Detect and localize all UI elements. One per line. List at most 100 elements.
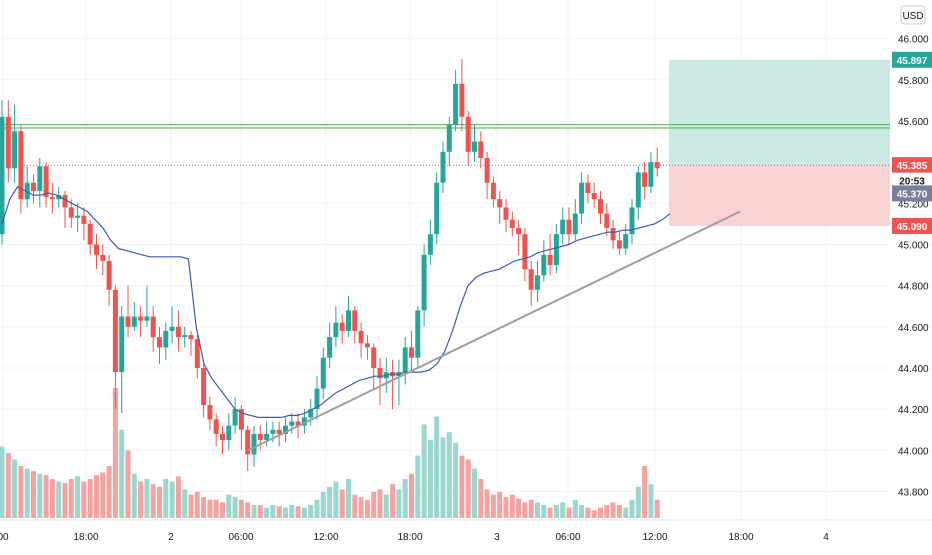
- candle-body: [169, 326, 175, 331]
- candle-body: [440, 151, 446, 183]
- candle-body: [572, 213, 578, 235]
- current-price-tag: 45.385: [897, 161, 928, 172]
- stop-zone: [669, 165, 890, 226]
- time-axis[interactable]: 00 18:00 2 06:00 12:00 18:00 3 06:00 12:00 18:00 4: [0, 519, 932, 550]
- volume-bar: [87, 479, 93, 518]
- volume-bar: [377, 489, 383, 518]
- trendline[interactable]: [247, 210, 741, 452]
- time-tick-label: 00: [0, 532, 9, 543]
- time-tick-label: 12:00: [642, 532, 667, 543]
- volume-bar: [585, 507, 591, 518]
- volume-bar: [169, 481, 175, 518]
- candle-body: [238, 409, 244, 430]
- price-tick-label: 45.000: [898, 240, 929, 251]
- candle-body: [314, 388, 320, 410]
- candle-body: [642, 172, 648, 187]
- time-tick-label: 18:00: [728, 532, 753, 543]
- volume-bar: [497, 492, 503, 518]
- candle-body: [106, 260, 112, 290]
- time-tick-label: 06:00: [555, 532, 580, 543]
- volume-bar: [257, 505, 263, 518]
- volume-bar: [446, 432, 452, 518]
- candle-body: [182, 335, 188, 338]
- candle-body: [31, 182, 36, 191]
- candle-body: [610, 228, 616, 241]
- candle-body: [295, 421, 301, 426]
- volume-bar: [270, 505, 276, 518]
- candle-body: [157, 337, 162, 348]
- time-tick-label: 4: [823, 532, 829, 543]
- candle-body: [503, 207, 509, 220]
- volume-bar: [604, 505, 610, 518]
- candle-body: [119, 316, 125, 373]
- volume-bar: [188, 494, 194, 518]
- target-zone: [669, 59, 890, 166]
- price-tick-label: 44.200: [898, 405, 929, 416]
- candle-body: [251, 433, 257, 455]
- candle-body: [75, 215, 81, 218]
- candle-body: [648, 162, 654, 187]
- volume-bar: [509, 494, 515, 518]
- candle-body: [333, 322, 339, 338]
- candle-body: [541, 254, 547, 276]
- candle-body: [446, 125, 452, 152]
- candle-body: [516, 228, 522, 235]
- volume-bar: [295, 506, 301, 518]
- candle-body: [87, 223, 93, 245]
- volume-bar: [333, 481, 339, 518]
- volume-bar: [220, 502, 225, 518]
- volume-bar: [56, 481, 62, 518]
- candle-body: [560, 219, 566, 235]
- price-axis[interactable]: 46.00045.80045.60045.40045.20045.00044.8…: [890, 0, 932, 550]
- time-tick-label: 06:00: [228, 532, 253, 543]
- time-tick-label: 18:00: [73, 532, 98, 543]
- volume-bar: [478, 479, 484, 518]
- candle-body: [528, 269, 534, 290]
- candle-body: [509, 219, 515, 228]
- volume-bar: [182, 489, 188, 518]
- volume-bar: [339, 489, 345, 518]
- candle-body: [270, 429, 276, 434]
- volume-bar: [232, 497, 238, 518]
- volume-bar: [18, 466, 24, 518]
- stop-price-tag: 45.090: [897, 222, 928, 233]
- candle-body: [402, 347, 408, 373]
- candle-body: [276, 429, 282, 434]
- candle-body: [220, 433, 225, 441]
- candle-body: [427, 234, 433, 255]
- candle-body: [125, 316, 131, 327]
- candle-body: [459, 83, 465, 117]
- candle-body: [194, 339, 200, 368]
- candle-body: [371, 347, 377, 368]
- time-tick-label: 2: [168, 532, 174, 543]
- candle-body: [144, 316, 150, 321]
- candle-body: [409, 347, 414, 358]
- candle-body: [635, 172, 641, 208]
- candle-body: [415, 310, 421, 358]
- candle-body: [81, 215, 87, 224]
- volume-bar: [610, 502, 616, 518]
- volume-bar: [125, 450, 131, 518]
- currency-badge[interactable]: USD: [900, 5, 926, 25]
- volume-bar: [465, 459, 471, 518]
- time-axis-bg: [0, 520, 932, 550]
- volume-bar: [472, 468, 477, 518]
- candle-body: [629, 207, 635, 235]
- volume-bar: [635, 486, 641, 518]
- volume-bar: [358, 497, 364, 518]
- volume-bar: [535, 502, 540, 518]
- volume-bar: [238, 499, 244, 518]
- volume-bar: [484, 489, 490, 518]
- volume-bar: [175, 476, 181, 518]
- candle-body: [478, 141, 484, 158]
- volume-bar: [301, 507, 307, 518]
- volume-bar: [276, 506, 282, 518]
- price-tick-label: 44.400: [898, 364, 929, 375]
- candle-body: [484, 158, 490, 183]
- candle-body: [24, 182, 30, 200]
- currency-label: USD: [902, 11, 923, 22]
- volume-bar: [194, 492, 200, 518]
